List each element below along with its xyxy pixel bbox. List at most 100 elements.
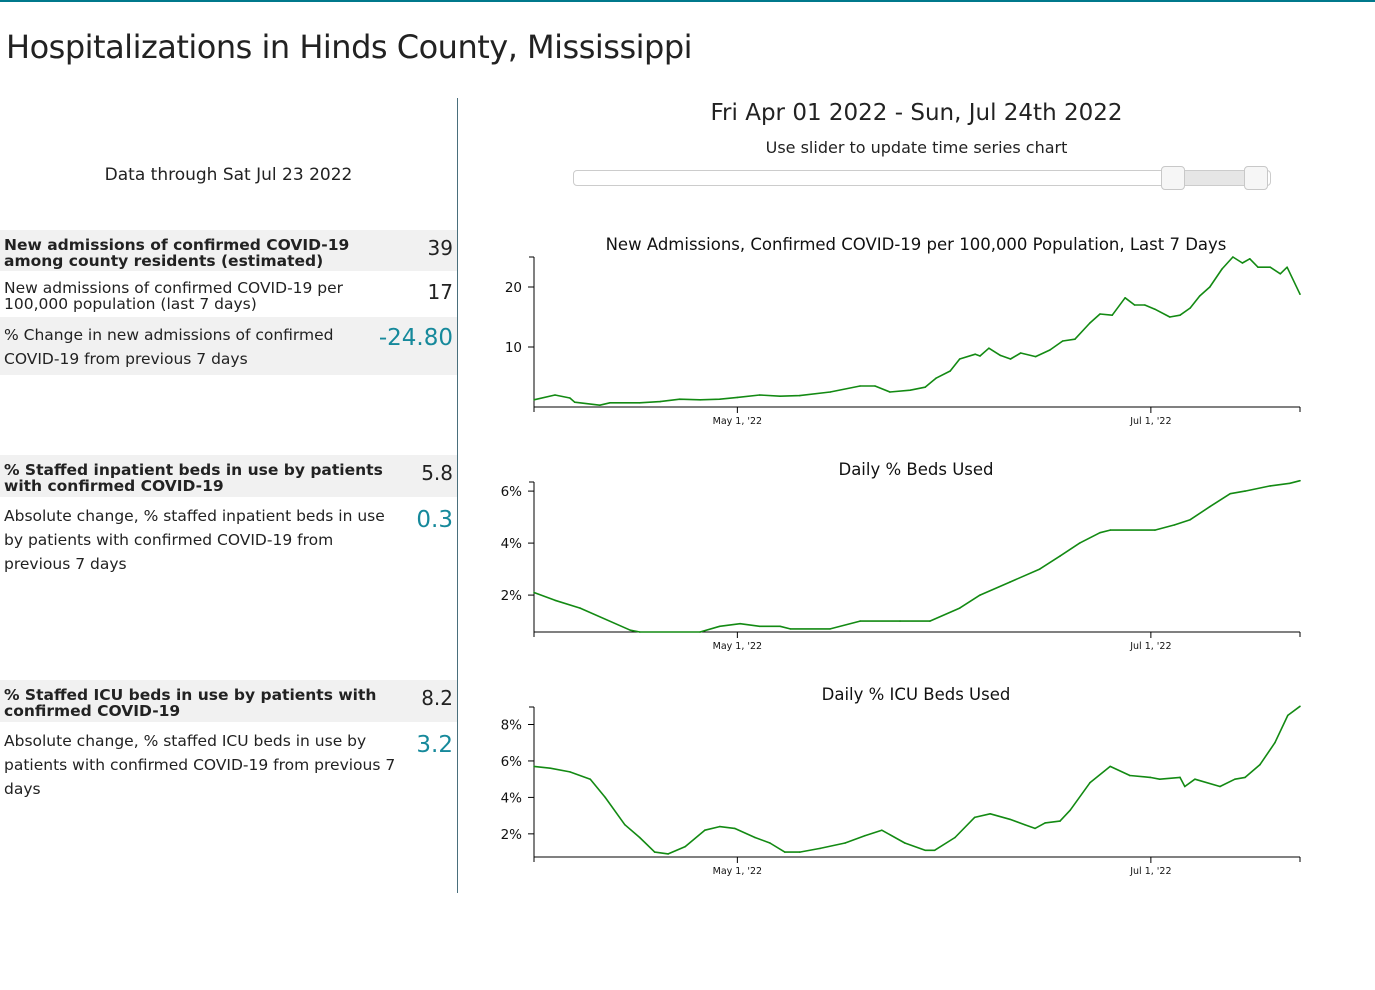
data-point xyxy=(979,355,981,357)
metric-value: 3.2 xyxy=(416,732,453,758)
data-point xyxy=(899,620,901,622)
data-point xyxy=(1124,297,1126,299)
x-tick-label: May 1, '22 xyxy=(713,641,762,652)
x-tick-label: Jul 1, '22 xyxy=(1129,641,1171,652)
data-point xyxy=(1241,262,1244,264)
data-point xyxy=(1269,485,1271,487)
data-point xyxy=(903,842,906,844)
slider-selected-range[interactable] xyxy=(1172,171,1257,185)
data-point xyxy=(638,836,641,839)
metric-row: % Staffed ICU beds in use by patients wi… xyxy=(0,680,457,722)
data-point xyxy=(1074,338,1076,340)
x-tick-label: May 1, '22 xyxy=(713,416,762,427)
data-point xyxy=(958,607,961,609)
data-point xyxy=(718,398,721,400)
metric-value: 0.3 xyxy=(416,507,453,533)
y-tick-label: 6% xyxy=(501,754,523,770)
panel-divider xyxy=(457,98,458,893)
chart-title: Daily % Beds Used xyxy=(838,460,993,479)
data-point xyxy=(798,851,801,853)
data-point xyxy=(1034,827,1036,830)
slider-end-handle[interactable] xyxy=(1244,166,1269,190)
metric-label: Absolute change, % staffed inpatient bed… xyxy=(4,507,385,573)
data-point xyxy=(1289,482,1291,485)
data-point xyxy=(1038,568,1041,570)
data-point xyxy=(954,836,956,839)
data-point xyxy=(629,629,632,631)
data-point xyxy=(999,354,1002,357)
data-point xyxy=(699,631,701,633)
data-point xyxy=(739,622,741,625)
data-point xyxy=(779,395,781,397)
data-point xyxy=(1158,778,1161,780)
data-point xyxy=(784,851,786,853)
date-range-slider[interactable] xyxy=(573,166,1271,190)
y-tick-label: 2% xyxy=(501,827,523,843)
metric-label: Absolute change, % staffed ICU beds in u… xyxy=(4,732,396,798)
data-point xyxy=(1269,266,1271,268)
data-point xyxy=(1183,785,1186,788)
data-point xyxy=(1109,529,1111,531)
data-point xyxy=(1154,529,1156,531)
data-point xyxy=(949,370,952,372)
data-point xyxy=(988,347,990,349)
data-point xyxy=(1198,295,1201,297)
slider-start-handle[interactable] xyxy=(1160,166,1185,190)
y-tick-label: 6% xyxy=(501,484,523,500)
data-point xyxy=(1286,266,1288,268)
data-point xyxy=(554,394,556,396)
data-point xyxy=(533,591,535,594)
data-point xyxy=(1249,258,1251,260)
data-point xyxy=(624,823,626,826)
data-point xyxy=(859,620,861,622)
data-point xyxy=(924,386,926,388)
data-point xyxy=(1299,705,1301,708)
data-point xyxy=(678,398,681,400)
data-point xyxy=(1179,776,1181,779)
y-tick-label: 10 xyxy=(505,340,522,356)
data-point xyxy=(1133,304,1136,306)
data-point xyxy=(1129,774,1131,777)
data-point xyxy=(1111,314,1114,316)
x-tick-label: Jul 1, '22 xyxy=(1129,416,1171,427)
data-point xyxy=(829,391,832,393)
data-point xyxy=(589,778,592,780)
x-tick-label: May 1, '22 xyxy=(713,866,762,877)
data-point xyxy=(1209,505,1211,508)
data-point xyxy=(844,842,846,844)
data-point xyxy=(1069,809,1071,811)
data-point xyxy=(935,377,937,379)
data-point xyxy=(798,394,801,397)
data-point xyxy=(779,625,781,628)
metric-label: New admissions of confirmed COVID-19 amo… xyxy=(4,236,350,270)
data-point xyxy=(859,385,861,387)
data-point xyxy=(758,394,761,396)
data-point xyxy=(1232,256,1234,258)
data-point xyxy=(889,391,891,393)
metric-value: 8.2 xyxy=(421,686,453,710)
data-point xyxy=(699,399,701,401)
data-point xyxy=(754,836,756,839)
x-tick-label: Jul 1, '22 xyxy=(1129,866,1171,877)
data-point xyxy=(924,849,926,852)
data-point xyxy=(874,385,876,387)
data-point xyxy=(718,825,721,828)
metric-value: 39 xyxy=(427,236,453,260)
data-point xyxy=(1019,352,1022,354)
data-point xyxy=(1078,542,1081,544)
metric-label: New admissions of confirmed COVID-19 per… xyxy=(4,279,344,313)
chart-title: New Admissions, Confirmed COVID-19 per 1… xyxy=(606,235,1227,254)
metric-value: 17 xyxy=(427,280,453,304)
data-point xyxy=(609,402,611,404)
data-point xyxy=(1234,778,1236,780)
data-point xyxy=(1034,355,1037,358)
data-point xyxy=(974,353,977,355)
data-point xyxy=(769,842,771,844)
data-point xyxy=(1044,822,1046,824)
data-point xyxy=(573,401,576,403)
beds-used-chart: Daily % Beds Used 2% 4% 6% May 1, '22 Jul 1, … xyxy=(501,460,1301,652)
metric-row: Absolute change, % staffed ICU beds in u… xyxy=(0,724,457,798)
data-point xyxy=(1059,555,1061,557)
data-point xyxy=(1286,714,1289,717)
data-point xyxy=(1099,313,1101,315)
